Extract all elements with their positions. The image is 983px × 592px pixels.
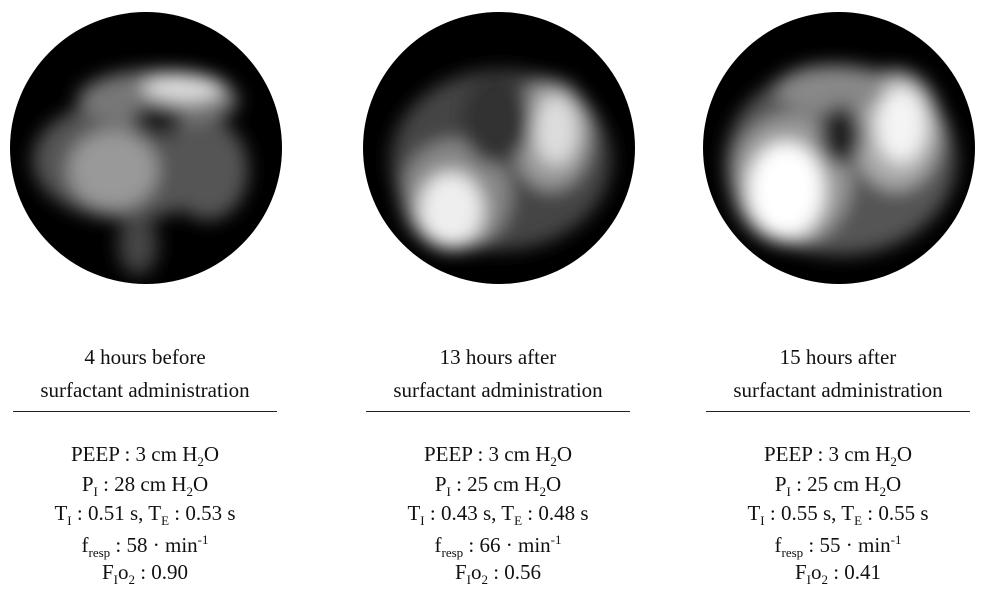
text-segment: : 0.43 s, T bbox=[425, 501, 514, 525]
text-segment: o bbox=[811, 560, 822, 584]
text-segment: : 0.48 s bbox=[522, 501, 589, 525]
text-segment: : 25 cm H bbox=[451, 472, 540, 496]
parameter-line: TI : 0.43 s, TE : 0.48 s bbox=[338, 503, 658, 527]
text-segment: o bbox=[118, 560, 129, 584]
text-segment: F bbox=[795, 560, 807, 584]
text-segment: -1 bbox=[198, 532, 209, 547]
parameter-line: FIo2 : 0.90 bbox=[0, 562, 305, 586]
text-segment: PEEP : 3 cm H bbox=[71, 442, 197, 466]
caption-line: surfactant administration bbox=[0, 380, 305, 401]
parameter-line: PEEP : 3 cm H2O bbox=[0, 444, 305, 468]
parameter-line: PI : 28 cm H2O bbox=[0, 474, 305, 498]
parameter-line: FIo2 : 0.56 bbox=[338, 562, 658, 586]
panel: 4 hours before surfactant administration P… bbox=[0, 0, 305, 592]
parameter-line: fresp : 58 · min-1 bbox=[0, 533, 305, 559]
text-segment: : 28 cm H bbox=[98, 472, 187, 496]
text-segment: : 0.55 s bbox=[862, 501, 929, 525]
text-segment: o bbox=[471, 560, 482, 584]
eit-image bbox=[701, 10, 977, 286]
text-segment: T bbox=[407, 501, 420, 525]
text-segment: : 0.41 bbox=[828, 560, 881, 584]
text-segment: -1 bbox=[891, 532, 902, 547]
parameter-line: fresp : 66 · min-1 bbox=[338, 533, 658, 559]
eit-image bbox=[361, 10, 637, 286]
text-segment: O bbox=[557, 442, 572, 466]
text-segment: resp bbox=[781, 545, 803, 560]
caption-line: surfactant administration bbox=[678, 380, 983, 401]
parameter-line: PI : 25 cm H2O bbox=[338, 474, 658, 498]
text-segment: T bbox=[54, 501, 67, 525]
parameter-line: fresp : 55 · min-1 bbox=[678, 533, 983, 559]
parameter-line: PEEP : 3 cm H2O bbox=[338, 444, 658, 468]
text-segment: E bbox=[514, 513, 522, 528]
text-segment: O bbox=[886, 472, 901, 496]
text-segment: : 58 · min bbox=[110, 533, 198, 557]
eit-image bbox=[8, 10, 284, 286]
caption-line: 13 hours after bbox=[338, 347, 658, 368]
parameter-line: TI : 0.51 s, TE : 0.53 s bbox=[0, 503, 305, 527]
divider bbox=[13, 411, 277, 412]
text-segment: : 0.56 bbox=[488, 560, 541, 584]
caption-line: surfactant administration bbox=[338, 380, 658, 401]
text-segment: : 25 cm H bbox=[791, 472, 880, 496]
text-segment: O bbox=[897, 442, 912, 466]
text-segment: P bbox=[82, 472, 94, 496]
text-segment: : 66 · min bbox=[463, 533, 551, 557]
text-segment: : 0.51 s, T bbox=[72, 501, 161, 525]
parameter-line: PEEP : 3 cm H2O bbox=[678, 444, 983, 468]
text-segment: : 0.55 s, T bbox=[765, 501, 854, 525]
panel: 13 hours after surfactant administration P… bbox=[338, 0, 658, 592]
text-segment: PEEP : 3 cm H bbox=[764, 442, 890, 466]
text-segment: resp bbox=[441, 545, 463, 560]
text-segment: O bbox=[546, 472, 561, 496]
text-segment: T bbox=[747, 501, 760, 525]
parameter-line: FIo2 : 0.41 bbox=[678, 562, 983, 586]
text-segment: : 0.90 bbox=[135, 560, 188, 584]
text-segment: : 0.53 s bbox=[169, 501, 236, 525]
caption-line: 15 hours after bbox=[678, 347, 983, 368]
text-segment: : 55 · min bbox=[803, 533, 891, 557]
figure: {"panels": [ {"title_lines": ["4 hours b… bbox=[0, 0, 983, 592]
text-segment: P bbox=[775, 472, 787, 496]
text-segment: E bbox=[854, 513, 862, 528]
text-segment: O bbox=[193, 472, 208, 496]
divider bbox=[366, 411, 630, 412]
panel: 15 hours after surfactant administration P… bbox=[678, 0, 983, 592]
text-segment: F bbox=[455, 560, 467, 584]
divider bbox=[706, 411, 970, 412]
text-segment: O bbox=[204, 442, 219, 466]
parameter-line: TI : 0.55 s, TE : 0.55 s bbox=[678, 503, 983, 527]
text-segment: F bbox=[102, 560, 114, 584]
caption-line: 4 hours before bbox=[0, 347, 305, 368]
text-segment: -1 bbox=[551, 532, 562, 547]
text-segment: E bbox=[161, 513, 169, 528]
text-segment: PEEP : 3 cm H bbox=[424, 442, 550, 466]
text-segment: P bbox=[435, 472, 447, 496]
parameter-line: PI : 25 cm H2O bbox=[678, 474, 983, 498]
text-segment: resp bbox=[88, 545, 110, 560]
